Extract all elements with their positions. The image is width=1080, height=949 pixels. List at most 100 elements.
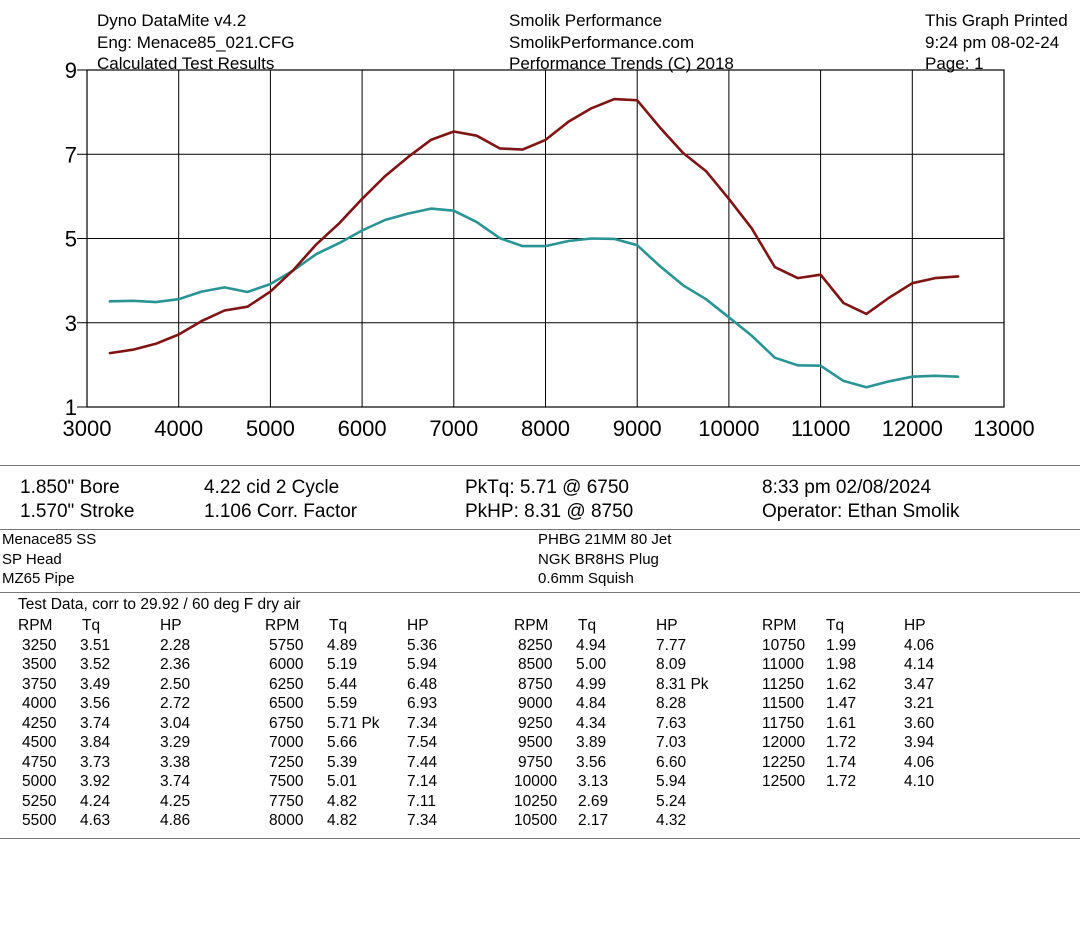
engine-config: Eng: Menace85_021.CFG [97,32,295,52]
tq-cell: 5.71 Pk [327,714,380,732]
company-name: Smolik Performance [509,11,663,30]
hp-cell: 7.54 [407,734,438,751]
hp-cell: 5.94 [656,773,687,790]
setup-right: PHBG 21MM 80 Jet NGK BR8HS Plug 0.6mm Sq… [538,530,671,589]
hp-cell: 3.21 [904,695,935,712]
rpm-cell: 4750 [22,753,57,771]
hp-cell: 2.36 [160,656,191,673]
y-tick-label: 9 [65,58,77,83]
tq-cell: 5.66 [327,734,358,751]
setup-line: PHBG 21MM 80 Jet [538,531,672,548]
setup-line: NGK BR8HS Plug [538,550,659,568]
tq-cell: 3.51 [80,636,111,654]
rpm-cell: 9250 [518,714,553,732]
setup-line: Menace85 SS [2,531,97,548]
hp-cell: 6.48 [407,675,438,693]
tq-cell: 1.47 [826,695,857,712]
hp-cell: 4.14 [904,656,935,673]
series-tq-line [108,207,960,389]
rpm-cell: 11000 [762,656,804,673]
tq-cell: 5.39 [327,753,358,771]
report-title: Calculated Test Results [97,54,275,73]
x-tick-label: 6000 [338,416,387,441]
y-tick-label: 5 [65,227,77,252]
y-tick-label: 7 [65,142,77,167]
hp-cell: 2.50 [160,675,191,693]
test-data-title: Test Data, corr to 29.92 / 60 deg F dry … [18,596,301,613]
tq-cell: 4.89 [327,636,358,654]
tq-cell: 1.72 [826,734,857,751]
hp-cell: 7.77 [656,636,687,654]
hp-cell: 7.14 [407,773,438,790]
tq-cell: 4.94 [576,636,607,654]
x-tick-label: 11000 [791,416,851,441]
rpm-cell: 7000 [269,734,304,751]
x-tick-label: 3000 [63,416,112,441]
run-datetime: 8:33 pm 02/08/2024 [762,477,932,498]
header-left: Dyno DataMite v4.2 Eng: Menace85_021.CFG… [97,10,295,75]
tq-cell: 3.52 [80,656,111,673]
hp-cell: 8.09 [656,656,687,673]
column-header: HP [656,617,678,634]
x-tick-label: 10000 [698,416,759,441]
rpm-cell: 8000 [269,812,304,829]
rpm-cell: 7250 [269,753,304,771]
rpm-cell: 3500 [22,656,57,673]
tq-cell: 1.98 [826,656,857,673]
tq-cell: 4.99 [576,675,607,693]
hp-cell: 4.32 [656,812,687,829]
setup-line: 0.6mm Squish [538,570,634,587]
hp-cell: 5.94 [407,656,438,673]
x-tick-label: 9000 [613,416,662,441]
series-hp-line [108,97,960,355]
rpm-cell: 5000 [22,773,57,790]
rpm-cell: 3250 [22,636,57,654]
tq-cell: 5.19 [327,656,358,673]
header-center: Smolik Performance SmolikPerformance.com… [509,10,734,75]
tq-cell: 2.17 [578,812,609,829]
displacement: 4.22 cid 2 Cycle [204,477,340,498]
tq-cell: 4.34 [576,714,607,732]
rpm-cell: 4500 [22,734,57,751]
tq-cell: 1.72 [826,773,857,790]
column-header: RPM [514,617,549,634]
column-header: RPM [762,617,797,634]
engine-spec: 4.22 cid 2 Cycle 1.106 Corr. Factor [204,476,357,524]
company-website: SmolikPerformance.com [509,32,695,52]
column-header: Tq [826,617,845,634]
column-header: HP [407,617,429,634]
rpm-cell: 12500 [762,773,806,790]
setup-line: MZ65 Pipe [2,570,75,587]
tq-cell: 5.00 [576,656,607,673]
column-header: Tq [329,617,348,634]
rpm-cell: 6000 [269,656,304,673]
tq-cell: 3.13 [578,773,609,790]
rpm-cell: 5750 [269,636,304,654]
x-tick-label: 4000 [154,416,203,441]
rpm-cell: 12250 [762,753,806,771]
page-number: Page: 1 [925,54,984,73]
x-tick-label: 7000 [429,416,478,441]
divider [0,592,1080,593]
y-tick-label: 3 [65,311,77,336]
print-time: 9:24 pm 08-02-24 [925,32,1060,52]
engine-dimensions: 1.850" Bore 1.570" Stroke [20,476,134,524]
hp-cell: 4.25 [160,792,191,810]
tq-cell: 5.44 [327,675,358,693]
rpm-cell: 6500 [269,695,304,712]
rpm-cell: 5250 [22,792,57,810]
copyright: Performance Trends (C) 2018 [509,54,734,73]
tq-cell: 5.59 [327,695,358,712]
rpm-cell: 4000 [22,695,57,712]
hp-cell: 7.34 [407,812,438,829]
rpm-cell: 9750 [518,753,553,771]
column-header: RPM [18,617,53,634]
column-header: Tq [82,617,101,634]
tq-cell: 4.82 [327,792,358,810]
tq-cell: 4.82 [327,812,358,829]
tq-cell: 5.01 [327,773,358,790]
rpm-cell: 10250 [514,792,558,810]
print-label: This Graph Printed [925,11,1068,30]
setup-line: SP Head [2,550,62,568]
x-tick-label: 13000 [973,416,1034,441]
